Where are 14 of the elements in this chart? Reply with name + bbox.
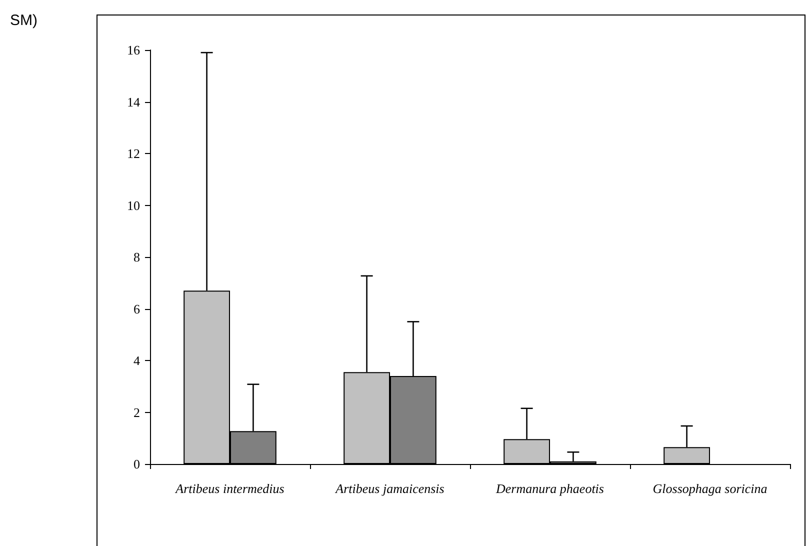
y-tick-label: 14 xyxy=(127,94,140,110)
x-tick-label: Artibeus intermedius xyxy=(174,481,284,496)
y-tick-label: 0 xyxy=(134,456,140,472)
y-tick-label: 6 xyxy=(134,301,140,316)
y-tick-label: 8 xyxy=(134,250,140,264)
y-tick-label: 10 xyxy=(127,198,140,213)
y-tick-label: 4 xyxy=(134,353,140,368)
x-tick-label: Dermanura phaeotis xyxy=(495,481,604,496)
x-tick-label: Artibeus jamaicensis xyxy=(334,481,444,496)
y-tick-label: 12 xyxy=(127,146,140,161)
y-tick-label: 16 xyxy=(127,42,140,58)
text: SM) xyxy=(10,12,38,29)
y-tick-label: 2 xyxy=(134,404,140,420)
x-tick-label: Glossophaga soricina xyxy=(652,481,768,496)
